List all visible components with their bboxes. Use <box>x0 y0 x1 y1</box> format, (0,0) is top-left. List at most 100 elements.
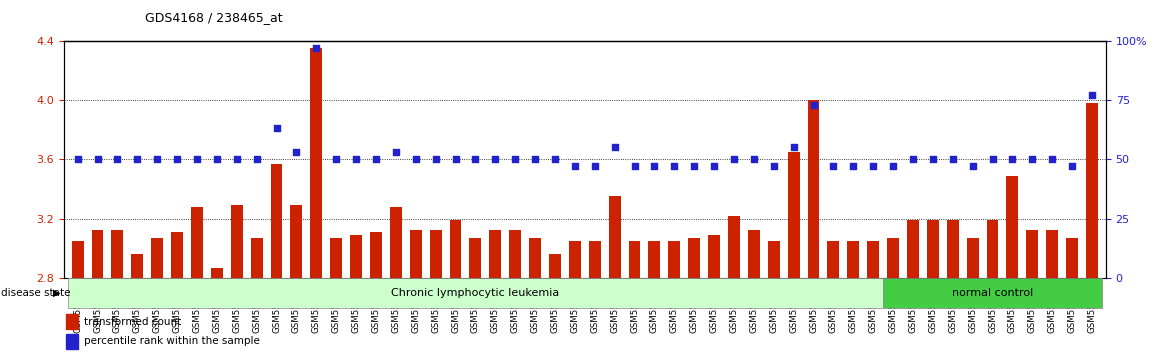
Point <box>983 156 1002 162</box>
Bar <box>250 238 263 278</box>
Bar <box>569 241 581 278</box>
Bar <box>848 241 859 278</box>
Bar <box>191 207 203 278</box>
Point <box>545 156 564 162</box>
Bar <box>469 238 482 278</box>
Point <box>1003 156 1021 162</box>
Text: ▶: ▶ <box>53 288 60 298</box>
Point <box>586 164 604 169</box>
Bar <box>787 152 799 278</box>
Bar <box>449 220 462 278</box>
Point <box>864 164 882 169</box>
Bar <box>131 254 144 278</box>
Bar <box>66 334 78 348</box>
Bar <box>629 241 640 278</box>
Text: percentile rank within the sample: percentile rank within the sample <box>83 336 259 346</box>
Bar <box>67 278 884 308</box>
Bar <box>609 196 621 278</box>
Point <box>248 156 266 162</box>
Text: GDS4168 / 238465_at: GDS4168 / 238465_at <box>145 11 283 24</box>
Point <box>446 156 464 162</box>
Point <box>148 156 167 162</box>
Point <box>1083 92 1101 98</box>
Point <box>824 164 843 169</box>
Text: Chronic lymphocytic leukemia: Chronic lymphocytic leukemia <box>391 288 559 298</box>
Point <box>963 164 982 169</box>
Bar <box>529 238 541 278</box>
Bar <box>66 314 78 329</box>
Bar <box>430 230 441 278</box>
Bar <box>588 241 601 278</box>
Bar <box>1067 238 1078 278</box>
Point <box>406 156 425 162</box>
Point <box>387 149 405 155</box>
Point <box>426 156 445 162</box>
Point <box>665 164 683 169</box>
Bar <box>907 220 919 278</box>
Point <box>606 144 624 150</box>
Point <box>944 156 962 162</box>
Point <box>565 164 584 169</box>
Point <box>108 156 126 162</box>
Point <box>467 156 485 162</box>
Point <box>725 156 743 162</box>
Bar <box>330 238 342 278</box>
Point <box>844 164 863 169</box>
Point <box>645 164 664 169</box>
Bar <box>291 205 302 278</box>
Text: normal control: normal control <box>952 288 1033 298</box>
Point <box>307 45 325 51</box>
Bar <box>549 254 560 278</box>
Point <box>903 156 922 162</box>
Bar <box>688 238 701 278</box>
Point <box>267 126 286 131</box>
Point <box>168 156 186 162</box>
Bar <box>967 238 979 278</box>
Bar <box>1046 230 1058 278</box>
Point <box>1023 156 1041 162</box>
Bar <box>807 100 820 278</box>
Bar <box>91 230 103 278</box>
Point <box>764 164 783 169</box>
Bar <box>510 230 521 278</box>
Bar <box>947 220 959 278</box>
Point <box>1063 164 1082 169</box>
Bar <box>230 205 243 278</box>
Bar <box>111 230 124 278</box>
Point <box>884 164 902 169</box>
Bar <box>310 48 322 278</box>
Point <box>367 156 386 162</box>
Point <box>684 164 703 169</box>
Point <box>745 156 763 162</box>
Point <box>327 156 345 162</box>
Bar <box>884 278 1102 308</box>
Point <box>88 156 107 162</box>
Bar <box>410 230 422 278</box>
Bar <box>926 220 939 278</box>
Bar <box>987 220 998 278</box>
Bar <box>390 207 402 278</box>
Point <box>486 156 505 162</box>
Bar <box>708 235 720 278</box>
Bar <box>72 241 83 278</box>
Point <box>68 156 87 162</box>
Point <box>784 144 802 150</box>
Bar <box>887 238 899 278</box>
Point <box>188 156 206 162</box>
Point <box>227 156 245 162</box>
Bar <box>867 241 879 278</box>
Bar <box>728 216 740 278</box>
Bar <box>748 230 760 278</box>
Bar <box>828 241 840 278</box>
Bar <box>648 241 660 278</box>
Point <box>506 156 525 162</box>
Point <box>346 156 365 162</box>
Bar <box>768 241 779 278</box>
Point <box>924 156 943 162</box>
Bar <box>1026 230 1039 278</box>
Point <box>287 149 306 155</box>
Point <box>625 164 644 169</box>
Point <box>805 102 823 108</box>
Bar <box>211 268 222 278</box>
Text: transformed count: transformed count <box>83 316 181 327</box>
